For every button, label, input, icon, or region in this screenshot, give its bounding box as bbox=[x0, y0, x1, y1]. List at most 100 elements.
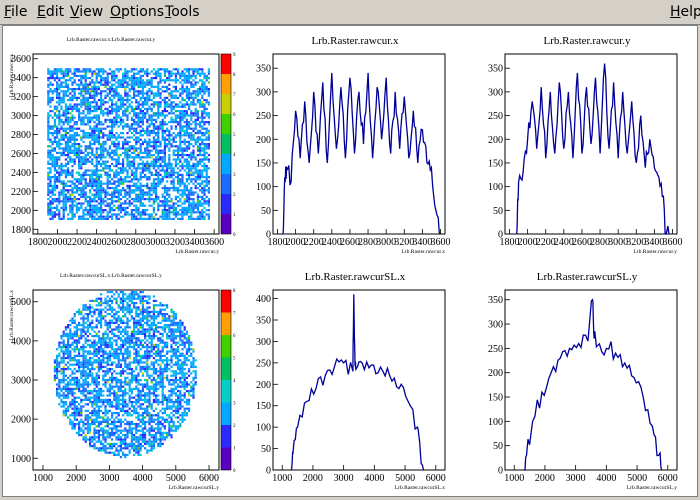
menu-tools[interactable]: Tools bbox=[165, 4, 200, 20]
heatmap-cell bbox=[155, 165, 157, 167]
plot-title: Lrb.Raster.rawcurSL.x:Lrb.Raster.rawcurS… bbox=[60, 273, 162, 279]
heatmap-cell bbox=[54, 207, 56, 209]
heatmap-cell bbox=[49, 158, 51, 160]
heatmap-cell bbox=[60, 152, 62, 154]
heatmap-cell bbox=[85, 163, 87, 165]
heatmap-cell bbox=[56, 172, 58, 174]
heatmap-cell bbox=[137, 112, 139, 114]
heatmap-cell bbox=[155, 128, 157, 130]
heatmap-cell bbox=[98, 309, 100, 311]
heatmap-cell bbox=[206, 147, 208, 149]
menu-view[interactable]: View bbox=[70, 4, 103, 20]
heatmap-cell bbox=[115, 77, 117, 79]
heatmap-cell bbox=[124, 207, 126, 209]
heatmap-cell bbox=[111, 355, 113, 357]
heatmap-cell bbox=[91, 185, 93, 187]
heatmap-cell bbox=[129, 353, 131, 355]
heatmap-cell bbox=[76, 326, 78, 328]
heatmap-cell bbox=[122, 99, 124, 101]
heatmap-cell bbox=[47, 150, 49, 152]
heatmap-cell bbox=[74, 92, 76, 94]
heatmap-cell bbox=[188, 123, 190, 125]
heatmap-cell bbox=[155, 145, 157, 147]
heatmap-cell bbox=[71, 189, 73, 191]
heatmap-cell bbox=[195, 68, 197, 70]
heatmap-cell bbox=[65, 110, 67, 112]
heatmap-cell bbox=[181, 154, 183, 156]
heatmap-cell bbox=[188, 174, 190, 176]
heatmap-cell bbox=[89, 432, 91, 434]
menu-help[interactable]: Help bbox=[670, 4, 700, 20]
heatmap-cell bbox=[131, 145, 133, 147]
heatmap-cell bbox=[120, 119, 122, 121]
heatmap-cell bbox=[186, 130, 188, 132]
heatmap-cell bbox=[58, 346, 60, 348]
heatmap-cell bbox=[49, 205, 51, 207]
heatmap-cell bbox=[91, 315, 93, 317]
heatmap-cell bbox=[76, 405, 78, 407]
heatmap-cell bbox=[56, 125, 58, 127]
menu-edit[interactable]: Edit bbox=[37, 4, 64, 20]
heatmap-cell bbox=[85, 304, 87, 306]
heatmap-cell bbox=[100, 189, 102, 191]
heatmap-cell bbox=[52, 147, 54, 149]
heatmap-cell bbox=[120, 337, 122, 339]
heatmap-cell bbox=[177, 70, 179, 72]
heatmap-cell bbox=[181, 99, 183, 101]
heatmap-cell bbox=[113, 333, 115, 335]
heatmap-cell bbox=[148, 99, 150, 101]
heatmap-cell bbox=[208, 121, 210, 123]
heatmap-cell bbox=[129, 350, 131, 352]
heatmap-cell bbox=[122, 353, 124, 355]
heatmap-cell bbox=[87, 419, 89, 421]
heatmap-cell bbox=[166, 97, 168, 99]
heatmap-cell bbox=[49, 207, 51, 209]
heatmap-cell bbox=[89, 209, 91, 211]
heatmap-cell bbox=[133, 447, 135, 449]
menu-view-label: iew bbox=[79, 4, 103, 20]
heatmap-cell bbox=[120, 209, 122, 211]
heatmap-cell bbox=[162, 169, 164, 171]
heatmap-cell bbox=[104, 216, 106, 218]
heatmap-cell bbox=[91, 412, 93, 414]
heatmap-cell bbox=[129, 397, 131, 399]
colorbar-segment bbox=[221, 174, 231, 194]
heatmap-cell bbox=[82, 394, 84, 396]
heatmap-cell bbox=[54, 130, 56, 132]
heatmap-cell bbox=[107, 322, 109, 324]
heatmap-cell bbox=[148, 143, 150, 145]
heatmap-cell bbox=[76, 346, 78, 348]
heatmap-cell bbox=[199, 163, 201, 165]
heatmap-cell bbox=[188, 132, 190, 134]
root-canvas[interactable]: Lrb.Raster.rawcur.x:Lrb.Raster.rawcur.y0… bbox=[2, 25, 698, 497]
heatmap-cell bbox=[56, 136, 58, 138]
menu-options[interactable]: Options bbox=[110, 4, 164, 20]
heatmap-cell bbox=[142, 79, 144, 81]
heatmap-cells bbox=[47, 68, 210, 220]
heatmap-cell bbox=[162, 130, 164, 132]
heatmap-cell bbox=[131, 213, 133, 215]
menu-file[interactable]: File bbox=[4, 4, 27, 20]
heatmap-cell bbox=[166, 198, 168, 200]
heatmap-cell bbox=[93, 434, 95, 436]
heatmap-cell bbox=[100, 388, 102, 390]
heatmap-cell bbox=[166, 211, 168, 213]
heatmap-cell bbox=[140, 121, 142, 123]
heatmap-cell bbox=[137, 136, 139, 138]
heatmap-cell bbox=[58, 145, 60, 147]
heatmap-cell bbox=[201, 101, 203, 103]
heatmap-cell bbox=[60, 86, 62, 88]
heatmap-cell bbox=[208, 161, 210, 163]
heatmap-cell bbox=[155, 141, 157, 143]
heatmap-cell bbox=[76, 211, 78, 213]
canvas-plots[interactable]: Lrb.Raster.rawcur.x:Lrb.Raster.rawcur.y0… bbox=[3, 26, 697, 496]
heatmap-cell bbox=[96, 90, 98, 92]
heatmap-cell bbox=[140, 90, 142, 92]
heatmap-cell bbox=[120, 84, 122, 86]
heatmap-cell bbox=[58, 117, 60, 119]
heatmap-cell bbox=[157, 86, 159, 88]
heatmap-cell bbox=[91, 300, 93, 302]
heatmap-cell bbox=[113, 315, 115, 317]
heatmap-cell bbox=[91, 392, 93, 394]
heatmap-cell bbox=[166, 128, 168, 130]
